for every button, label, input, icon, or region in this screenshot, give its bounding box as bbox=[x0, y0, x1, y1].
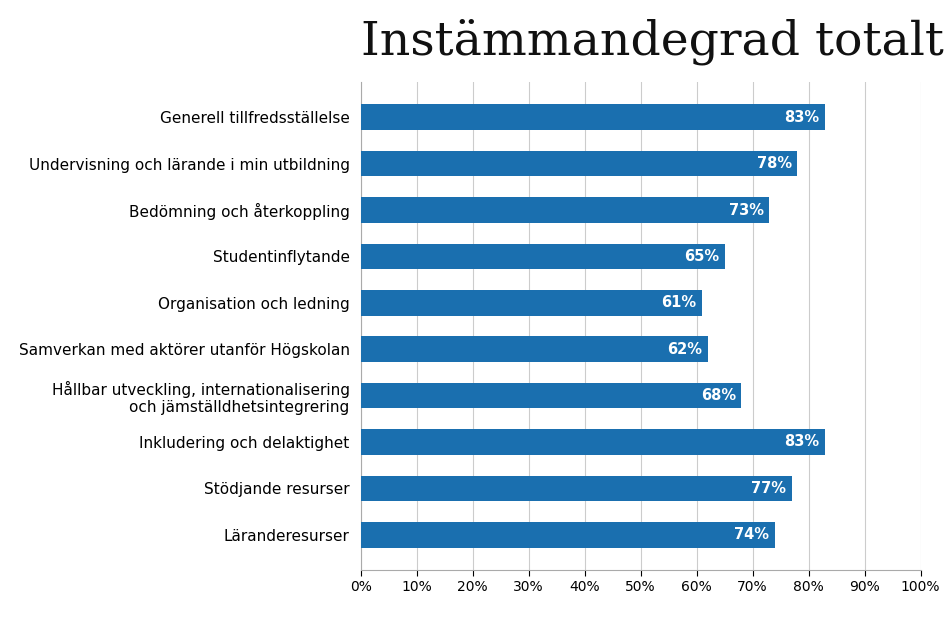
Bar bbox=[361, 104, 826, 130]
Text: 65%: 65% bbox=[684, 249, 719, 264]
Text: Instämmandegrad totalt per indexområde: Instämmandegrad totalt per indexområde bbox=[361, 13, 949, 65]
Bar bbox=[361, 383, 741, 408]
Text: 83%: 83% bbox=[785, 110, 820, 125]
Bar bbox=[361, 290, 702, 316]
Bar bbox=[361, 197, 770, 223]
Bar bbox=[361, 336, 708, 362]
Text: 68%: 68% bbox=[700, 388, 735, 403]
Text: 83%: 83% bbox=[785, 434, 820, 449]
Bar bbox=[361, 475, 791, 501]
Bar bbox=[361, 151, 797, 177]
Bar bbox=[361, 522, 775, 548]
Text: 77%: 77% bbox=[752, 481, 786, 496]
Text: 61%: 61% bbox=[661, 296, 697, 310]
Text: 62%: 62% bbox=[667, 342, 702, 356]
Text: 78%: 78% bbox=[756, 156, 791, 171]
Bar bbox=[361, 429, 826, 454]
Text: 74%: 74% bbox=[735, 527, 770, 542]
Text: 73%: 73% bbox=[729, 203, 764, 218]
Bar bbox=[361, 244, 725, 269]
